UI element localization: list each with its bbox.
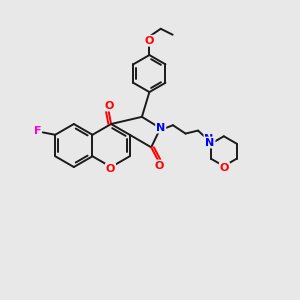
Text: O: O bbox=[220, 163, 229, 173]
Text: O: O bbox=[145, 36, 154, 46]
Text: N: N bbox=[156, 123, 165, 133]
Text: N: N bbox=[206, 137, 214, 148]
Text: O: O bbox=[104, 100, 113, 110]
Text: N: N bbox=[205, 134, 214, 144]
Text: F: F bbox=[34, 126, 41, 136]
Text: O: O bbox=[154, 160, 164, 170]
Text: O: O bbox=[106, 164, 115, 174]
